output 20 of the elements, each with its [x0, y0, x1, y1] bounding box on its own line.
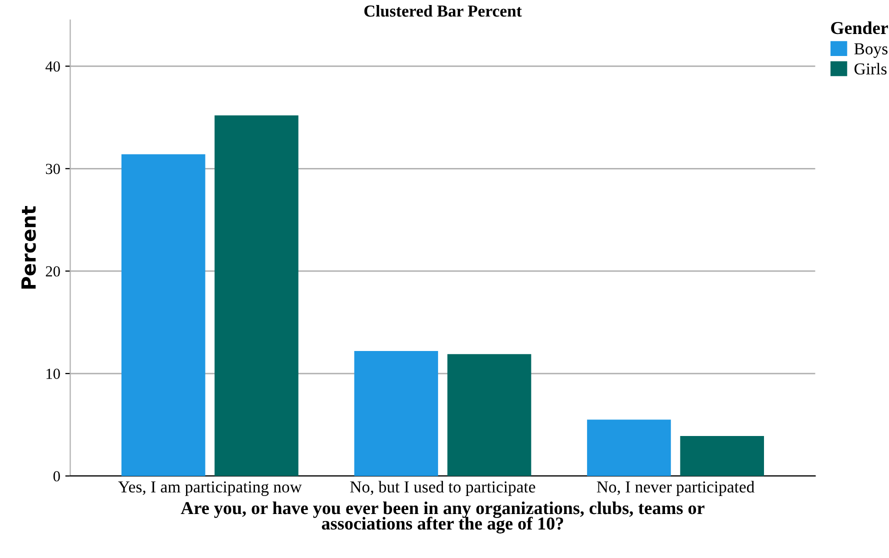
bar: [354, 350, 438, 476]
legend-label: Boys: [854, 43, 888, 58]
y-tick-label: 0: [53, 471, 60, 482]
legend-title: Gender: [831, 21, 888, 34]
y-tick-label: 30: [46, 164, 60, 174]
y-axis-title: Percent: [21, 206, 36, 289]
bar: [121, 154, 206, 476]
y-tick-label: 20: [46, 266, 60, 277]
x-tick-label: Yes, I am participating now: [118, 481, 302, 496]
y-tick-label: 40: [46, 61, 60, 72]
bar: [447, 354, 532, 476]
chart-title: Clustered Bar Percent: [364, 4, 522, 17]
x-tick-label: No, I never participated: [596, 480, 754, 496]
x-tick-label: No, but I used to participate: [350, 480, 536, 496]
bar: [214, 115, 298, 476]
y-tick-label: 10: [46, 368, 60, 379]
bar: [680, 436, 764, 476]
x-axis-title: Are you, or have you ever been in any organizations, clubs, teams or associations after the age of 10?: [180, 502, 704, 534]
bar: [587, 420, 671, 476]
legend-label: Girls: [854, 62, 887, 75]
